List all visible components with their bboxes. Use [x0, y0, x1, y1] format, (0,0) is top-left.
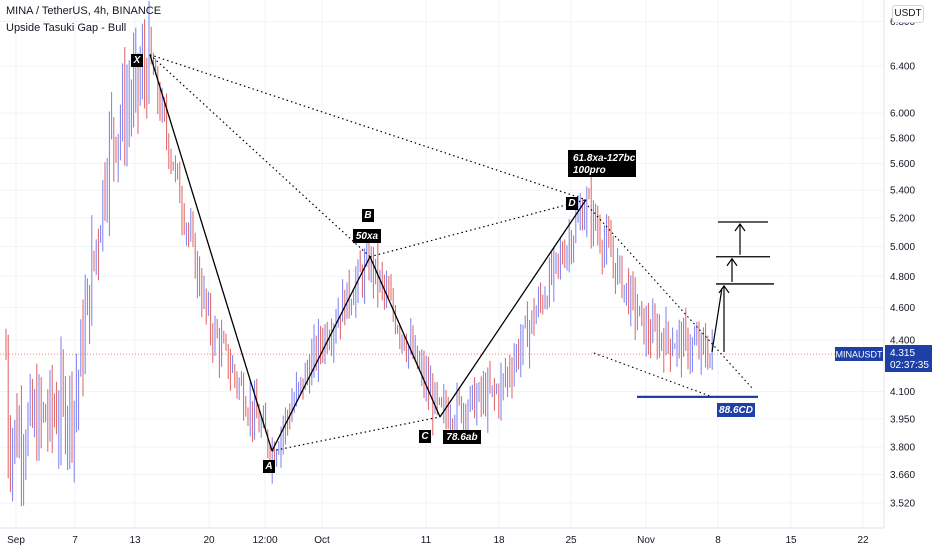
line-ac: [271, 416, 441, 452]
countdown-tag: 02:37:35: [890, 360, 929, 371]
point-label-a: A: [264, 461, 272, 472]
currency-button[interactable]: USDT: [892, 5, 924, 23]
time-tick-label: 7: [72, 535, 78, 546]
leg-cd: [439, 199, 587, 418]
time-axis-panel[interactable]: [0, 528, 932, 550]
time-tick-label: Nov: [637, 535, 655, 546]
time-axis-ticks: Sep 7 13 20 12:00 Oct 11 18 25 Nov 8 15 22: [7, 535, 869, 546]
time-tick-label: 15: [785, 535, 797, 546]
target-levels: [711, 221, 774, 353]
target-arrow-3-head: [734, 222, 746, 232]
price-tick-label: 6.000: [890, 109, 915, 120]
time-tick-label: 22: [857, 535, 869, 546]
ratio-label-d-1: 61.8xa-127bc: [573, 153, 636, 164]
target-arrow-path: [711, 287, 723, 353]
price-tick-label: 3.950: [890, 414, 915, 425]
harmonic-pattern: [149, 54, 758, 452]
time-tick-label: 8: [715, 535, 721, 546]
time-tick-label: 12:00: [252, 535, 277, 546]
price-tick-label: 3.520: [890, 499, 915, 510]
time-tick-label: 18: [493, 535, 505, 546]
point-label-x: X: [133, 55, 142, 66]
line-xd: [149, 54, 587, 201]
chart-grid: [0, 0, 884, 528]
price-tick-label: 4.600: [890, 303, 915, 314]
time-tick-label: 13: [129, 535, 141, 546]
price-tick-label: 3.800: [890, 443, 915, 454]
leg-ab: [271, 256, 371, 452]
price-tick-label: 4.400: [890, 335, 915, 346]
chart-title: MINA / TetherUS, 4h, BINANCE: [6, 5, 162, 17]
leg-xa: [149, 54, 273, 452]
target-arrow-2-head: [726, 257, 738, 267]
price-tick-label: 4.100: [890, 387, 915, 398]
time-tick-label: Oct: [314, 535, 330, 546]
price-axis-ticks: 3.520 3.660 3.800 3.950 4.100 4.400 4.600 4.800…: [890, 17, 915, 509]
ratio-label-d-bg: [568, 150, 636, 177]
ratio-label-c: 78.6ab: [446, 432, 477, 443]
price-tick-label: 3.660: [890, 470, 915, 481]
line-bd: [369, 199, 587, 258]
price-tick-label: 5.400: [890, 186, 915, 197]
point-label-b-bg: [362, 209, 374, 222]
symbol-tag-bg: [835, 347, 883, 361]
target-arrow-1-head: [718, 284, 730, 294]
time-tick-label: 20: [203, 535, 215, 546]
time-tick-label: Sep: [7, 535, 25, 546]
indicator-label[interactable]: Upside Tasuki Gap - Bull: [6, 22, 127, 34]
point-label-d: D: [568, 198, 575, 209]
price-tag: 4.315: [890, 348, 915, 359]
leg-bc: [369, 256, 441, 418]
ratio-label-b: 50xa: [356, 231, 379, 242]
point-label-b: B: [364, 210, 371, 221]
wedge-upper: [587, 205, 753, 389]
point-label-a-bg: [263, 460, 275, 473]
ratio-label-c-bg: [443, 430, 481, 444]
ratio-label-d-2: 100pro: [573, 165, 606, 176]
price-tick-label: 5.000: [890, 242, 915, 253]
price-tick-label: 5.200: [890, 213, 915, 224]
point-label-c: C: [421, 431, 429, 442]
price-tick-label: 6.400: [890, 62, 915, 73]
ratio-label-cd: 88.6CD: [719, 405, 753, 416]
point-label-d-bg: [566, 197, 578, 210]
price-axis-panel[interactable]: [884, 0, 932, 528]
time-tick-label: 11: [421, 535, 432, 546]
time-tick-label: 25: [565, 535, 577, 546]
price-tag-bg: [885, 345, 932, 372]
point-label-c-bg: [419, 430, 431, 443]
price-tick-label: 5.800: [890, 133, 915, 144]
line-xb: [149, 54, 371, 258]
price-tick-label: 5.600: [890, 159, 915, 170]
ratio-label-cd-bg: [717, 403, 755, 417]
symbol-tag: MINAUSDT: [836, 350, 884, 360]
point-label-x-bg: [131, 54, 143, 67]
ratio-label-b-bg: [353, 229, 381, 243]
price-tick-label: 4.800: [890, 272, 915, 283]
candlestick-series: [0, 0, 884, 507]
current-price-badge: MINAUSDT 4.315 02:37:35: [835, 345, 932, 372]
